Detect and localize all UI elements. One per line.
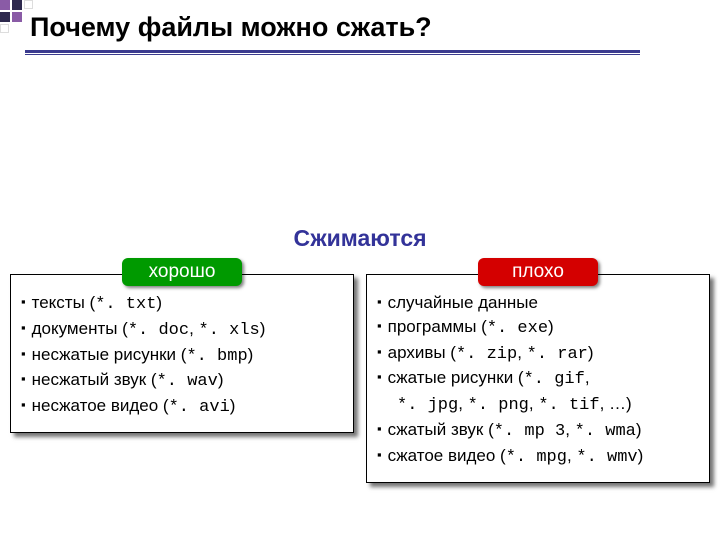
list-item: тексты (*. txt): [21, 291, 343, 317]
list-good: тексты (*. txt)документы (*. doc, *. xls…: [21, 291, 343, 420]
badge-bad: плохо: [478, 258, 598, 286]
columns-container: хорошо тексты (*. txt)документы (*. doc,…: [10, 258, 710, 483]
list-item-continuation: *. jpg, *. png, *. tif, …): [377, 392, 699, 418]
list-item: архивы (*. zip, *. rar): [377, 341, 699, 367]
list-item: сжатые рисунки (*. gif,: [377, 366, 699, 392]
column-bad: плохо случайные данныепрограммы (*. exe)…: [366, 258, 710, 483]
list-item: несжатые рисунки (*. bmp): [21, 343, 343, 369]
list-bad: случайные данныепрограммы (*. exe)архивы…: [377, 291, 699, 470]
list-item: программы (*. exe): [377, 315, 699, 341]
list-item: документы (*. doc, *. xls): [21, 317, 343, 343]
list-item: случайные данные: [377, 291, 699, 315]
list-item: сжатый звук (*. mp 3, *. wma): [377, 418, 699, 444]
page-title: Почему файлы можно сжать?: [30, 12, 432, 43]
title-underline: [25, 50, 640, 54]
panel-good: тексты (*. txt)документы (*. doc, *. xls…: [10, 274, 354, 433]
section-subtitle: Сжимаются: [0, 225, 720, 252]
panel-bad: случайные данныепрограммы (*. exe)архивы…: [366, 274, 710, 483]
list-item: несжатый звук (*. wav): [21, 368, 343, 394]
list-item: несжатое видео (*. avi): [21, 394, 343, 420]
badge-good: хорошо: [122, 258, 242, 286]
list-item: сжатое видео (*. mpg, *. wmv): [377, 444, 699, 470]
column-good: хорошо тексты (*. txt)документы (*. doc,…: [10, 258, 354, 483]
